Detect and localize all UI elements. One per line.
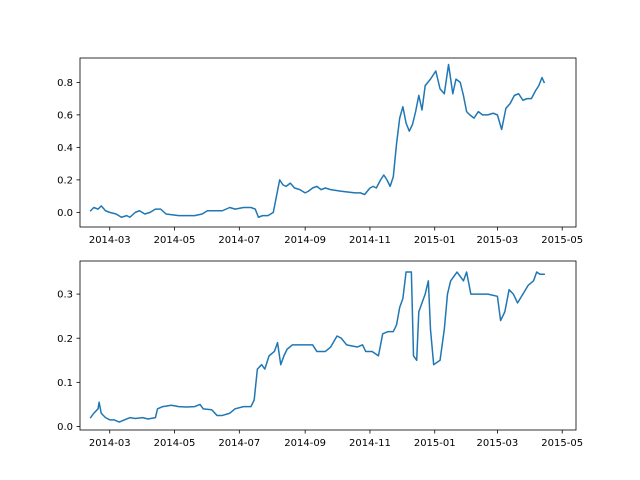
x-tick-label: 2014-11 bbox=[349, 438, 391, 449]
x-tick-label: 2015-03 bbox=[477, 438, 519, 449]
y-tick-label: 0.1 bbox=[57, 378, 73, 389]
y-tick-label: 0.3 bbox=[57, 290, 73, 301]
y-tick-label: 0.0 bbox=[57, 208, 73, 219]
x-tick-label: 2015-05 bbox=[541, 235, 583, 246]
x-tick-label: 2014-05 bbox=[154, 438, 196, 449]
y-tick-label: 0.6 bbox=[57, 110, 73, 121]
y-tick-label: 0.2 bbox=[57, 334, 73, 345]
top-axes: 2014-03 2014-05 2014-07 2014-09 2014-11 2015-… bbox=[57, 57, 583, 246]
x-tick-label: 2014-03 bbox=[89, 235, 131, 246]
y-tick-label: 0.2 bbox=[57, 175, 73, 186]
y-tick-label: 0.4 bbox=[57, 143, 73, 154]
series-line bbox=[89, 271, 545, 423]
x-tick-label: 2014-09 bbox=[284, 235, 326, 246]
x-tick-label: 2015-01 bbox=[414, 438, 456, 449]
x-tick-label: 2015-01 bbox=[414, 235, 456, 246]
x-tick-label: 2014-09 bbox=[284, 438, 326, 449]
x-tick-label: 2014-05 bbox=[154, 235, 196, 246]
x-tick-label: 2014-07 bbox=[218, 235, 260, 246]
axes-frame bbox=[79, 57, 577, 228]
y-tick-label: 0.8 bbox=[57, 78, 73, 89]
x-tick-label: 2015-05 bbox=[541, 438, 583, 449]
x-tick-label: 2015-03 bbox=[477, 235, 519, 246]
axes-frame bbox=[79, 260, 577, 431]
series-line bbox=[89, 63, 546, 218]
bottom-axes: 2014-03 2014-05 2014-07 2014-09 2014-11 2015-… bbox=[57, 260, 583, 449]
x-tick-label: 2014-03 bbox=[89, 438, 131, 449]
x-tick-label: 2014-07 bbox=[218, 438, 260, 449]
x-tick-label: 2014-11 bbox=[349, 235, 391, 246]
y-tick-label: 0.0 bbox=[57, 422, 73, 433]
